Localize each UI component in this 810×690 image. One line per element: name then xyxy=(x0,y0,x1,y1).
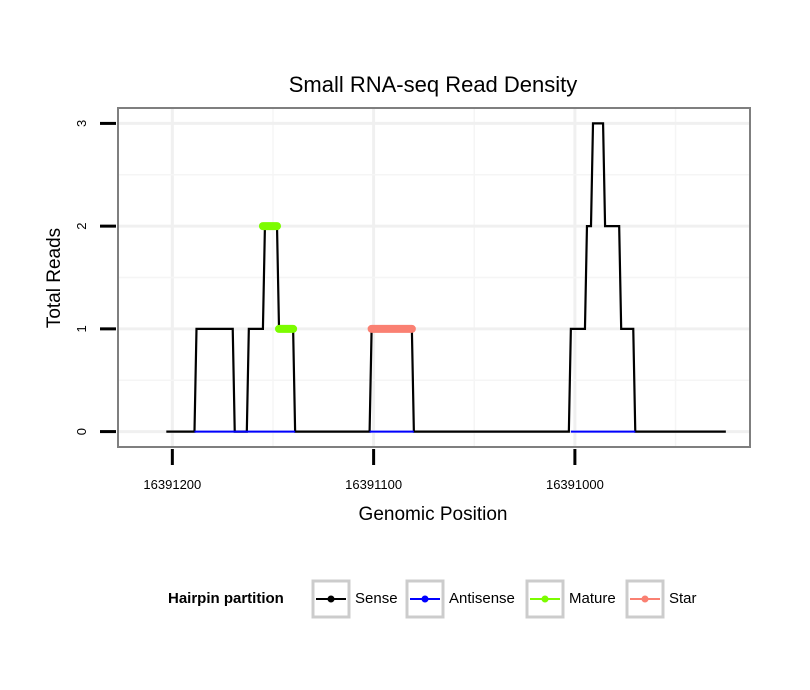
legend-label-antisense: Antisense xyxy=(449,590,515,607)
x-tick-label: 16391100 xyxy=(345,477,402,492)
legend-title: Hairpin partition xyxy=(168,590,284,607)
chart-title: Small RNA-seq Read Density xyxy=(289,72,578,97)
y-tick-label: 3 xyxy=(74,120,89,127)
legend-label-mature: Mature xyxy=(569,590,616,607)
legend-key-point-sense xyxy=(327,595,335,603)
y-axis-title: Total Reads xyxy=(44,228,65,328)
x-axis-title: Genomic Position xyxy=(359,504,508,525)
series-layer xyxy=(166,122,726,433)
legend-key-point-antisense xyxy=(421,595,429,603)
y-tick-label: 2 xyxy=(74,223,89,230)
x-tick-label: 16391000 xyxy=(546,477,604,492)
legend: Hairpin partition Sense Antisense Mature St… xyxy=(168,579,697,619)
legend-key-point-mature xyxy=(541,595,549,603)
y-axis: 0 1 2 3 xyxy=(74,120,116,435)
plot-border xyxy=(117,107,751,448)
legend-label-sense: Sense xyxy=(355,590,398,607)
legend-key-point-star xyxy=(641,595,649,603)
x-tick-label: 16391200 xyxy=(143,477,201,492)
y-tick-label: 1 xyxy=(74,325,89,332)
x-axis: 16391200 16391100 16391000 xyxy=(143,449,604,492)
y-tick-label: 0 xyxy=(74,428,89,435)
legend-label-star: Star xyxy=(669,590,697,607)
